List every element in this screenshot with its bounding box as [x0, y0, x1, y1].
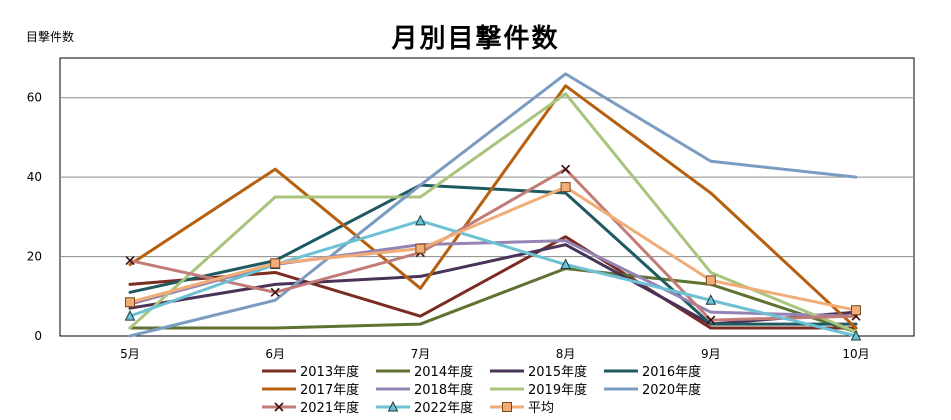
legend-label: 2013年度: [300, 364, 359, 380]
chart-title: 月別目撃件数: [391, 24, 560, 54]
x-tick-label: 7月: [411, 347, 431, 361]
x-tick-label: 6月: [265, 347, 285, 361]
marker-triangle: [124, 310, 136, 321]
y-tick-label: 60: [27, 91, 42, 105]
marker-square: [705, 275, 716, 286]
legend-entry: 2015年度: [490, 364, 587, 380]
marker-square: [270, 258, 281, 269]
series-line: [128, 167, 858, 322]
x-tick-label: 5月: [120, 347, 140, 361]
legend-label: 2017年度: [300, 382, 359, 398]
marker-square: [415, 243, 426, 254]
x-tick-label: 9月: [701, 347, 721, 361]
marker-square: [125, 297, 135, 308]
marker-x: [274, 402, 284, 412]
marker-square: [851, 305, 861, 316]
x-axis-ticks: 5月 6月 7月 8月 9月 10月: [120, 347, 869, 361]
y-tick-label: 20: [27, 250, 42, 264]
marker-square: [502, 402, 512, 412]
marker-x: [561, 164, 571, 174]
marker-x: [270, 287, 280, 297]
marker-square: [560, 182, 571, 193]
legend-label: 2016年度: [642, 364, 701, 380]
legend-label: 2015年度: [528, 364, 587, 380]
series-line: [128, 266, 858, 334]
y-axis-ticks: 0 20 40 60: [27, 91, 42, 343]
series-line: [128, 84, 858, 330]
marker-triangle: [705, 294, 717, 305]
series-line: [128, 72, 858, 338]
legend-entry: 2022年度: [376, 400, 473, 416]
legend-entry: 2014年度: [376, 364, 473, 380]
series-group: [124, 72, 862, 341]
legend-label: 2020年度: [642, 382, 701, 398]
legend-entry: 2020年度: [604, 382, 701, 398]
legend-label: 2014年度: [414, 364, 473, 380]
legend-entry: 平均: [490, 401, 554, 416]
marker-triangle: [387, 400, 399, 412]
marker-triangle: [415, 214, 426, 226]
series-2014年度: [128, 266, 858, 334]
y-tick-label: 40: [27, 170, 42, 184]
series-2021年度: [125, 164, 861, 325]
legend-label: 2021年度: [300, 400, 359, 416]
legend-entry: 2021年度: [262, 400, 359, 416]
legend-label: 平均: [528, 401, 554, 416]
gridlines: [60, 97, 914, 258]
series-2020年度: [128, 72, 858, 338]
series-line: [128, 92, 858, 334]
marker-x: [125, 255, 135, 266]
legend-label: 2018年度: [414, 382, 473, 398]
legend: 2013年度 2014年度 2015年度 2016年度 2017年度 2018年度 2019…: [262, 364, 701, 416]
marker-x: [706, 315, 716, 325]
series-2019年度: [128, 92, 858, 334]
legend-entry: 2019年度: [490, 382, 587, 398]
marker-triangle: [850, 329, 862, 341]
legend-label: 2019年度: [528, 382, 587, 398]
y-axis-label: 目撃件数: [26, 30, 75, 44]
series-line: [128, 185, 858, 312]
y-tick-label: 0: [34, 329, 42, 343]
series-平均: [125, 182, 861, 316]
x-tick-label: 10月: [842, 347, 869, 361]
x-tick-label: 8月: [556, 347, 576, 361]
legend-entry: 2018年度: [376, 382, 473, 398]
legend-label: 2022年度: [414, 400, 473, 416]
series-line: [128, 219, 858, 338]
legend-entry: 2017年度: [262, 382, 359, 398]
series-2017年度: [128, 84, 858, 330]
legend-entry: 2016年度: [604, 364, 701, 380]
legend-entry: 2013年度: [262, 364, 359, 380]
marker-triangle: [560, 258, 571, 270]
